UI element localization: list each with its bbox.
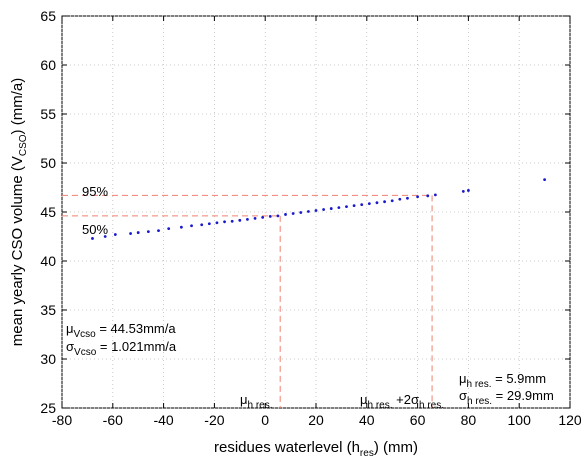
data-point [113,233,117,236]
data-point [360,203,364,207]
data-point [306,210,310,213]
data-point [467,189,470,192]
data-point [103,235,107,238]
data-point [246,217,249,221]
data-point [543,178,546,182]
data-point [375,201,379,205]
y-tick-label: 45 [40,204,56,220]
reference-lines [62,194,433,408]
data-point [398,197,402,201]
annotation-mu-vcso: μVcso = 44.53mm/a [66,321,176,340]
data-point [390,199,394,203]
data-point [345,205,348,209]
y-tick-label: 50 [40,155,56,171]
data-point [230,219,234,223]
x-tick-label: 80 [461,412,477,428]
data-point [190,224,193,228]
data-point [238,218,242,222]
x-tick-label: 0 [261,412,269,428]
annotation-sigma-h-value: σh res. = 29.9mm [459,388,554,407]
x-tick-label: 60 [410,412,426,428]
annotation-mu-h-value: μh res. = 5.9mm [459,371,546,390]
x-tick-label: -60 [103,412,123,428]
data-point [337,206,341,209]
x-tick-label: 20 [308,412,324,428]
data-point [268,215,272,218]
data-point [299,211,303,214]
data-points [91,178,546,240]
data-point [276,214,280,218]
y-tick-label: 30 [40,351,56,367]
data-point [179,225,183,229]
x-tick-label: 120 [558,412,581,428]
data-point [157,229,160,233]
x-tick-label: -80 [52,412,72,428]
data-point [215,221,219,225]
data-point [261,215,265,219]
y-axis-title: mean yearly CSO volume (VCSO) (mm/a) [9,78,29,346]
data-point [291,212,295,215]
data-point [129,232,132,235]
x-tick-label: -20 [204,412,224,428]
data-point [136,231,140,234]
data-point [329,207,333,210]
y-tick-label: 40 [40,253,56,269]
data-point [433,193,437,197]
data-point [146,230,150,234]
data-point [383,200,386,204]
data-point [284,213,287,216]
axis-ticks [61,15,571,409]
x-tick-label: -40 [153,412,173,428]
data-point [167,227,171,231]
y-tick-label: 25 [40,400,56,416]
annotation-mu-plus-2-sigma: μh res. +2σh res. [360,392,444,411]
data-point [253,216,257,220]
data-point [352,204,356,208]
annotation-50-percent: 50% [82,222,108,237]
x-tick-label: 40 [359,412,375,428]
data-point [367,202,371,206]
annotation-sigma-vcso: σVcso = 1.021mm/a [66,339,177,358]
y-tick-label: 65 [40,8,56,24]
y-tick-label: 35 [40,302,56,318]
annotation-mu-h-res: μh res. [240,392,273,411]
data-point [416,195,419,199]
data-point [426,194,430,198]
y-tick-label: 60 [40,57,56,73]
tick-labels: -80 -60 -40 -20 0 20 40 60 80 100 120 25 30 35 40 45 50 5… [40,8,581,428]
y-tick-label: 55 [40,106,56,122]
annotation-95-percent: 95% [82,184,108,199]
data-point [461,190,465,193]
data-point [406,196,409,200]
x-axis-title: residues waterlevel (hres) (mm) [214,439,418,459]
data-point [322,208,326,211]
data-point [223,220,226,224]
data-point [200,223,204,227]
data-point [314,209,318,212]
data-point [91,237,94,240]
data-point [207,222,211,226]
x-tick-label: 100 [508,412,532,428]
